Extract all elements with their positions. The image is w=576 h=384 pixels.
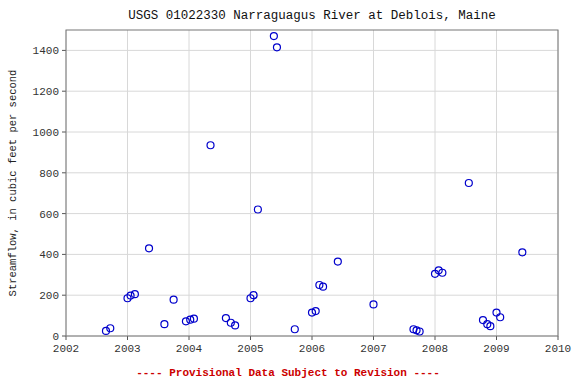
x-tick: [66, 336, 67, 340]
y-tick-label: 200: [39, 290, 59, 302]
x-grid-line: [373, 30, 374, 336]
y-grid-line: [66, 295, 558, 296]
y-tick: [62, 50, 66, 51]
scatter-point: [232, 322, 239, 329]
x-tick: [558, 336, 559, 340]
y-grid-line: [66, 91, 558, 92]
y-grid-line: [66, 50, 558, 51]
scatter-point: [254, 206, 261, 213]
scatter-point: [487, 323, 494, 330]
x-tick: [373, 336, 374, 340]
x-tick-label: 2008: [422, 343, 448, 355]
y-tick: [62, 132, 66, 133]
x-tick-label: 2009: [483, 343, 509, 355]
x-tick-label: 2010: [545, 343, 571, 355]
title: USGS 01022330 Narraguagus River at Deblo…: [128, 9, 496, 23]
x-grid-line: [189, 30, 190, 336]
scatter-point: [320, 283, 327, 290]
scatter-point: [190, 315, 197, 322]
x-tick-label: 2005: [237, 343, 263, 355]
scatter-point: [479, 317, 486, 324]
y-tick-label: 1400: [33, 45, 59, 57]
y-tick: [62, 336, 66, 337]
x-tick: [435, 336, 436, 340]
x-tick-label: 2006: [299, 343, 325, 355]
points: [102, 33, 525, 335]
x-grid-line: [250, 30, 251, 336]
x-tick-label: 2004: [176, 343, 203, 355]
y-tick-label: 800: [39, 168, 59, 180]
y-tick: [62, 254, 66, 255]
y-grid-line: [66, 172, 558, 173]
scatter-point: [270, 33, 277, 40]
y-grid-line: [66, 132, 558, 133]
scatter-point: [161, 321, 168, 328]
y-tick-label: 0: [52, 331, 59, 343]
y-axis-label: Streamflow, in cubic feet per second: [7, 70, 19, 297]
plot-frame: [66, 30, 558, 336]
y-grid-line: [66, 254, 558, 255]
y-grid-line: [66, 213, 558, 214]
scatter-point: [312, 308, 319, 315]
plot-background: [66, 30, 558, 336]
scatter-point: [170, 296, 177, 303]
x-tick: [496, 336, 497, 340]
footnote: ---- Provisional Data Subject to Revisio…: [136, 367, 440, 379]
y-tick-label: 1200: [33, 86, 59, 98]
x-grid-line: [496, 30, 497, 336]
y-tick-label: 400: [39, 249, 59, 261]
scatter-point: [439, 269, 446, 276]
x-tick: [127, 336, 128, 340]
scatter-point: [182, 318, 189, 325]
x-tick: [189, 336, 190, 340]
scatter-point: [131, 291, 138, 298]
scatter-point: [107, 325, 114, 332]
chart-container: 2002 2003 2004 2005 2006 2007 2008 2009 2010 0 200…: [0, 0, 576, 384]
scatter-point: [146, 245, 153, 252]
scatter-point: [334, 258, 341, 265]
scatter-point: [207, 142, 214, 149]
scatter-point: [250, 292, 257, 299]
x-tick-label: 2002: [53, 343, 79, 355]
y-tick-label: 600: [39, 209, 59, 221]
axes: 2002 2003 2004 2005 2006 2007 2008 2009 2010 0 200…: [33, 45, 572, 355]
chart-svg: 2002 2003 2004 2005 2006 2007 2008 2009 2010 0 200…: [0, 0, 576, 384]
x-grid-line: [435, 30, 436, 336]
y-tick: [62, 91, 66, 92]
grid: [66, 30, 558, 336]
scatter-point: [273, 44, 280, 51]
scatter-point: [497, 314, 504, 321]
scatter-point: [493, 309, 500, 316]
y-tick: [62, 172, 66, 173]
y-tick-label: 1000: [33, 127, 59, 139]
scatter-point: [370, 301, 377, 308]
scatter-point: [465, 180, 472, 187]
x-grid-line: [127, 30, 128, 336]
scatter-point: [519, 249, 526, 256]
y-tick: [62, 295, 66, 296]
x-tick-label: 2007: [360, 343, 386, 355]
x-tick: [250, 336, 251, 340]
x-tick: [312, 336, 313, 340]
y-tick: [62, 213, 66, 214]
x-grid-line: [312, 30, 313, 336]
scatter-point: [416, 328, 423, 335]
scatter-point: [291, 326, 298, 333]
scatter-point: [127, 292, 134, 299]
x-tick-label: 2003: [114, 343, 140, 355]
